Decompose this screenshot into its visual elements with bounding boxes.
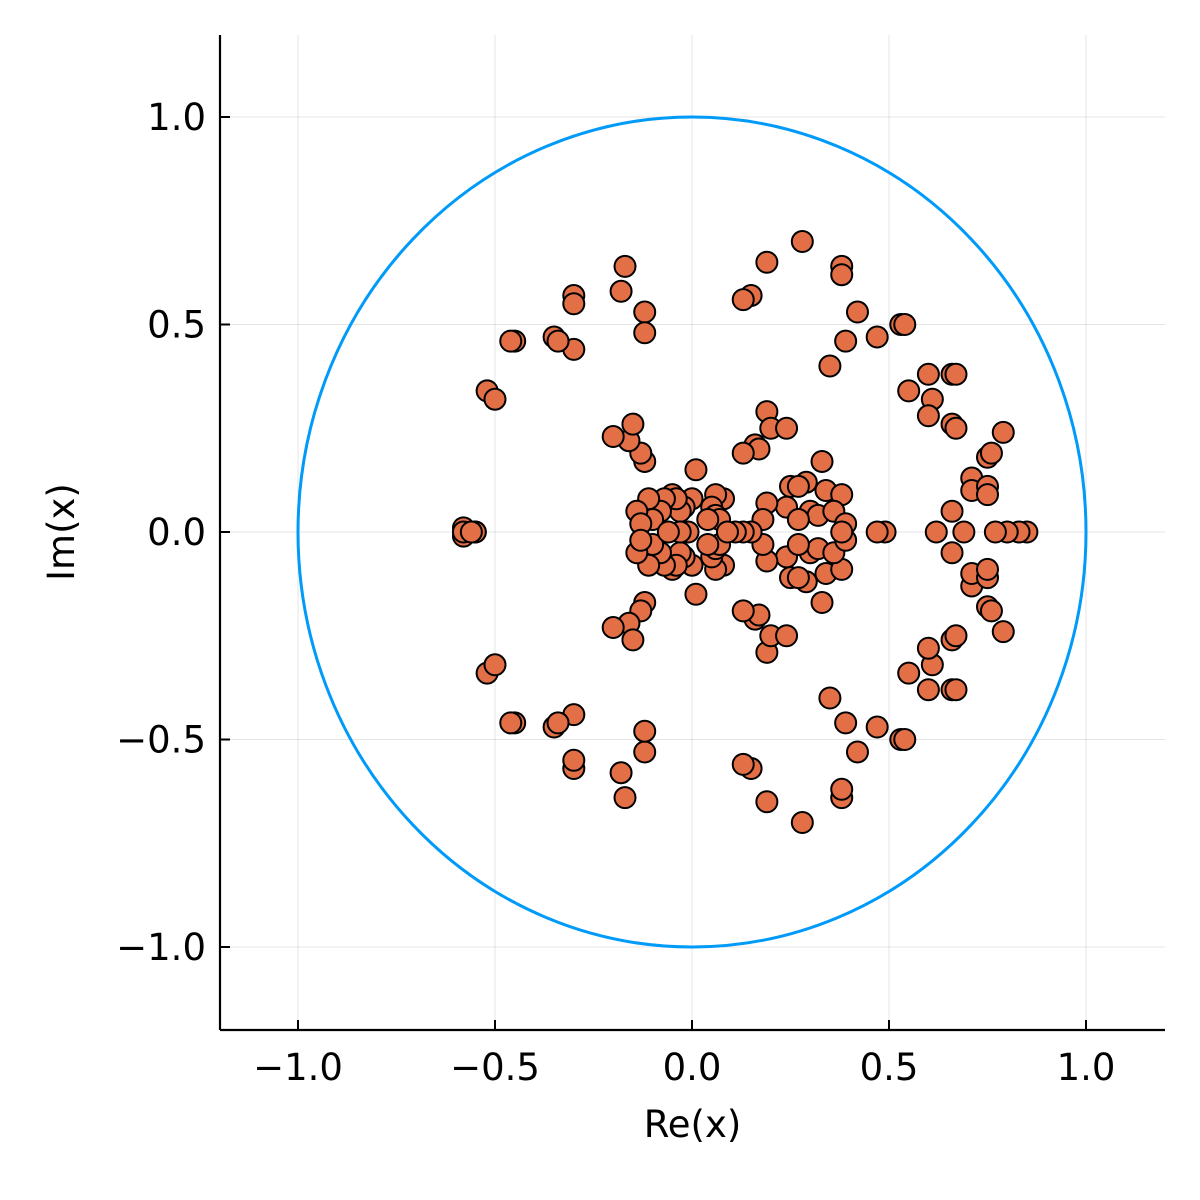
data-point bbox=[916, 362, 940, 386]
data-point bbox=[865, 325, 889, 349]
data-point bbox=[483, 387, 507, 411]
data-point bbox=[976, 483, 999, 507]
data-point bbox=[865, 520, 889, 544]
data-point bbox=[845, 300, 869, 324]
data-point bbox=[609, 279, 633, 303]
data-point bbox=[834, 329, 858, 353]
data-point bbox=[818, 686, 842, 710]
data-point bbox=[790, 230, 814, 253]
data-point bbox=[731, 752, 755, 776]
data-point bbox=[499, 711, 523, 735]
data-point bbox=[790, 811, 814, 834]
data-point bbox=[696, 508, 720, 532]
data-point bbox=[944, 362, 968, 386]
data-point bbox=[830, 777, 854, 801]
data-point bbox=[845, 740, 869, 764]
data-point bbox=[830, 263, 854, 287]
data-point bbox=[834, 711, 858, 735]
x-tick-label: 1.0 bbox=[1057, 1046, 1116, 1089]
data-point bbox=[601, 615, 625, 639]
data-point bbox=[786, 532, 810, 556]
x-tick-label: −1.0 bbox=[253, 1046, 343, 1089]
data-point bbox=[613, 254, 637, 278]
data-point bbox=[755, 790, 779, 814]
data-point bbox=[991, 420, 1015, 444]
data-point bbox=[621, 412, 645, 436]
y-tick-label: −0.5 bbox=[116, 719, 206, 762]
y-tick-label: −1.0 bbox=[116, 926, 206, 969]
data-point bbox=[893, 313, 917, 336]
data-point bbox=[715, 520, 739, 544]
x-tick-label: −0.5 bbox=[450, 1046, 540, 1089]
data-point bbox=[499, 329, 523, 353]
data-point bbox=[979, 599, 1003, 623]
scatter-series bbox=[451, 230, 1039, 834]
data-point bbox=[775, 416, 799, 440]
unit-circle-series bbox=[296, 115, 1088, 949]
data-point bbox=[546, 329, 570, 353]
data-point bbox=[684, 582, 708, 606]
x-tick-label: 0.0 bbox=[663, 1046, 722, 1089]
data-point bbox=[897, 661, 921, 685]
data-point bbox=[731, 288, 755, 312]
data-point bbox=[562, 292, 586, 316]
data-point bbox=[621, 628, 645, 652]
data-point bbox=[818, 354, 842, 378]
data-point bbox=[755, 250, 779, 274]
y-tick-label: 1.0 bbox=[147, 96, 206, 139]
data-point bbox=[696, 532, 720, 556]
data-point bbox=[893, 728, 917, 751]
y-tick-label: 0.5 bbox=[147, 304, 206, 347]
data-point bbox=[786, 508, 810, 532]
data-point bbox=[609, 761, 633, 785]
y-axis-ticks: −1.0 −0.5 0.0 0.5 1.0 bbox=[116, 96, 230, 969]
data-point bbox=[976, 557, 999, 581]
data-point bbox=[991, 620, 1015, 644]
data-point bbox=[944, 416, 968, 440]
data-point bbox=[786, 566, 810, 590]
data-point bbox=[562, 748, 586, 772]
data-point bbox=[810, 591, 834, 615]
data-point bbox=[940, 541, 964, 565]
data-point bbox=[944, 624, 968, 648]
y-axis-label: Im(x) bbox=[40, 483, 83, 581]
data-point bbox=[633, 321, 657, 345]
data-point bbox=[897, 379, 921, 403]
data-point bbox=[944, 678, 968, 702]
x-tick-label: 0.5 bbox=[860, 1046, 919, 1089]
data-point bbox=[633, 719, 657, 743]
x-axis-label: Re(x) bbox=[644, 1103, 742, 1146]
data-point bbox=[983, 520, 1007, 544]
data-point bbox=[979, 441, 1003, 465]
data-point bbox=[865, 715, 889, 739]
data-point bbox=[601, 425, 625, 449]
data-point bbox=[810, 449, 834, 473]
data-point bbox=[684, 458, 708, 482]
data-point bbox=[633, 300, 657, 324]
data-point bbox=[940, 499, 964, 523]
data-point bbox=[613, 786, 637, 810]
data-point bbox=[629, 528, 653, 552]
data-point bbox=[830, 520, 854, 544]
data-point bbox=[656, 520, 680, 544]
data-point bbox=[924, 520, 948, 544]
data-point bbox=[731, 441, 755, 465]
data-point bbox=[731, 599, 755, 623]
data-point bbox=[483, 653, 507, 677]
data-point bbox=[459, 520, 483, 544]
unit-circle-line bbox=[296, 115, 1088, 949]
data-point bbox=[916, 636, 940, 660]
x-axis-ticks: −1.0 −0.5 0.0 0.5 1.0 bbox=[253, 1020, 1115, 1089]
data-point bbox=[952, 520, 976, 544]
data-point bbox=[916, 678, 940, 702]
data-point bbox=[546, 711, 570, 735]
y-tick-label: 0.0 bbox=[147, 511, 206, 554]
data-point bbox=[775, 624, 799, 648]
data-point bbox=[916, 404, 940, 428]
data-point bbox=[633, 740, 657, 764]
data-point bbox=[786, 474, 810, 498]
